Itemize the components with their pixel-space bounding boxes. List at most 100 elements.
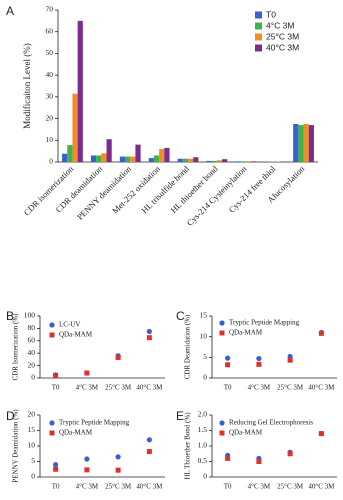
bar [125, 156, 131, 162]
bar [298, 125, 304, 162]
point [225, 362, 231, 368]
y-tick-label: 0 [203, 472, 207, 481]
x-tick-label: T0 [52, 483, 60, 491]
point [287, 357, 293, 363]
y-tick-label: 10 [46, 135, 54, 144]
y-tick-label: 0 [203, 373, 207, 382]
panel-letter: B [6, 309, 14, 323]
legend-swatch [255, 22, 262, 30]
x-tick-label: 25°C 3M [105, 483, 132, 491]
bar [164, 147, 170, 162]
point [53, 466, 59, 472]
y-tick-label: 10 [200, 331, 208, 340]
bar [67, 145, 73, 162]
point [53, 373, 59, 379]
bar [240, 161, 246, 162]
point [256, 361, 262, 367]
y-axis-title: PENNY Deamidation (%) [12, 409, 20, 483]
bar [135, 144, 141, 162]
y-tick-label: 100 [24, 311, 36, 320]
bar [206, 160, 212, 162]
point [84, 456, 90, 462]
bar [303, 124, 309, 162]
legend-label: QDa-MAM [229, 429, 263, 437]
legend-label: Tryptic Peptide Mapping [59, 419, 130, 427]
x-tick-label: 25°C 3M [105, 384, 132, 392]
bar [106, 139, 112, 162]
bar [77, 20, 83, 162]
point [318, 330, 324, 336]
point [287, 451, 293, 457]
point [318, 431, 324, 437]
y-tick-label: 0.5 [198, 456, 208, 465]
bar [235, 161, 241, 162]
point [115, 454, 121, 460]
point [225, 355, 231, 361]
point [146, 449, 152, 455]
point [115, 467, 121, 473]
bar [245, 161, 251, 162]
y-tick-label: 80 [28, 323, 36, 332]
bar [308, 125, 314, 162]
legend-label: 4°C 3M [266, 20, 294, 30]
x-tick-label: 25°C 3M [277, 483, 304, 491]
bar [293, 124, 299, 162]
x-tick-label: 40°C 3M [136, 384, 163, 392]
bar [101, 153, 107, 162]
point [256, 459, 262, 464]
point [225, 455, 231, 461]
bar [96, 155, 102, 162]
legend-swatch [49, 322, 55, 328]
y-tick-label: 5 [203, 352, 207, 361]
panel-letter: C [176, 309, 185, 323]
point [53, 462, 59, 468]
x-tick-label: 40°C 3M [308, 483, 335, 491]
y-tick-label: 60 [46, 26, 54, 35]
y-tick-label: 20 [28, 360, 36, 369]
bar [250, 161, 257, 162]
panel-letter: E [176, 409, 184, 423]
point [146, 328, 152, 335]
y-tick-label: 40 [28, 348, 36, 357]
y-tick-label: 2.0 [198, 410, 208, 419]
y-tick-label: 1.0 [198, 441, 208, 450]
point [84, 370, 90, 376]
bar [153, 155, 160, 162]
y-axis-title: CDR Isomerization (%) [12, 313, 20, 381]
bar [177, 158, 183, 162]
bar [193, 157, 199, 162]
x-tick-label: 4°C 3M [76, 384, 99, 392]
legend-swatch [219, 320, 225, 326]
y-tick-label: 40 [46, 70, 54, 79]
point [146, 335, 152, 341]
bar [222, 159, 228, 162]
x-tick-label: CDR isomerization [22, 163, 76, 217]
y-tick-label: 0 [31, 373, 35, 382]
y-tick-label: 5 [31, 456, 35, 465]
legend-swatch [219, 330, 225, 336]
point [256, 355, 262, 362]
x-tick-label: 40°C 3M [308, 384, 335, 392]
bar [159, 148, 165, 162]
legend-label: QDa-MAM [59, 331, 93, 339]
bar [72, 93, 78, 162]
point [115, 355, 121, 361]
y-tick-label: 15 [28, 425, 36, 434]
legend-swatch [49, 420, 55, 426]
legend-label: 25°C 3M [266, 31, 299, 41]
legend-label: LC-UV [59, 321, 80, 329]
bar [119, 156, 126, 162]
point [146, 437, 152, 443]
legend-swatch [219, 430, 225, 436]
legend-swatch [49, 332, 55, 338]
y-tick-label: 15 [200, 311, 208, 320]
y-tick-label: 20 [46, 113, 54, 122]
legend-label: QDa-MAM [229, 329, 263, 337]
x-tick-label: 4°C 3M [76, 483, 99, 491]
bar [62, 153, 68, 162]
y-tick-label: 20 [28, 410, 36, 419]
x-tick-label: T0 [224, 483, 232, 491]
y-axis-title: HL Thioether Bond (%) [184, 412, 192, 480]
x-tick-label: T0 [224, 384, 232, 392]
